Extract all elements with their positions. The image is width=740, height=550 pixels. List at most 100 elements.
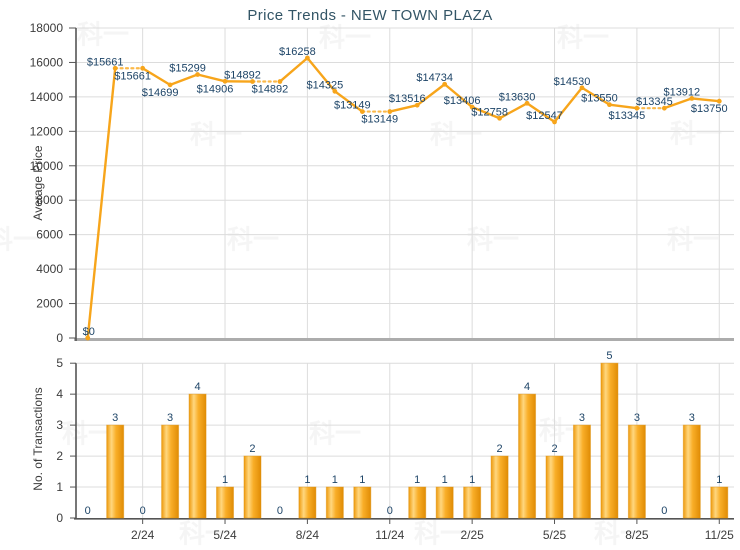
price-points	[85, 55, 722, 341]
bar	[545, 455, 564, 519]
bar	[106, 424, 125, 519]
svg-text:0: 0	[277, 505, 283, 517]
svg-text:1: 1	[332, 474, 338, 486]
svg-text:1: 1	[442, 474, 448, 486]
svg-text:16000: 16000	[30, 55, 64, 69]
svg-text:1: 1	[359, 474, 365, 486]
svg-text:$0: $0	[83, 326, 95, 338]
x-axis-labels: 2/24 5/24 8/24 11/24 2/25 5/25 8/25 11/25	[131, 528, 734, 542]
bar	[408, 486, 427, 519]
svg-text:4: 4	[56, 387, 63, 401]
price-ytick-labels: 0 2000 4000 6000 8000 10000 12000 14000 16000 180…	[30, 21, 64, 345]
svg-text:$15661: $15661	[114, 70, 151, 82]
svg-text:2/24: 2/24	[131, 528, 155, 542]
svg-text:6000: 6000	[36, 228, 63, 242]
svg-text:1: 1	[414, 474, 420, 486]
svg-text:$15299: $15299	[169, 63, 206, 75]
svg-text:$14699: $14699	[142, 87, 179, 99]
bar	[298, 486, 317, 519]
svg-text:$15661: $15661	[87, 56, 124, 68]
svg-text:3: 3	[56, 418, 63, 432]
svg-text:2/25: 2/25	[460, 528, 484, 542]
chart-title: Price Trends - NEW TOWN PLAZA	[247, 7, 493, 24]
svg-text:2: 2	[56, 449, 63, 463]
svg-text:$13630: $13630	[499, 91, 536, 103]
svg-text:0: 0	[661, 505, 667, 517]
svg-text:0: 0	[56, 331, 63, 345]
svg-text:$14325: $14325	[306, 79, 343, 91]
svg-text:5: 5	[606, 350, 612, 362]
bar	[353, 486, 372, 519]
transaction-value-labels: 0 3 0 3 4 1 2 0 1 1 1 0 1 1 1 2 4 2 3 5 3 0 3 1	[85, 350, 723, 517]
svg-text:0: 0	[140, 505, 146, 517]
svg-text:$14734: $14734	[416, 72, 453, 84]
svg-text:14000: 14000	[30, 90, 64, 104]
svg-text:18000: 18000	[30, 21, 64, 35]
svg-text:$13149: $13149	[334, 100, 371, 112]
svg-text:2: 2	[551, 443, 557, 455]
svg-text:$13406: $13406	[444, 95, 481, 107]
svg-text:4: 4	[524, 381, 530, 393]
bar	[216, 486, 235, 519]
svg-text:8/25: 8/25	[625, 528, 649, 542]
svg-text:0: 0	[85, 505, 91, 517]
bar	[435, 486, 454, 519]
svg-text:4: 4	[195, 381, 201, 393]
bar	[325, 486, 344, 519]
svg-text:$13516: $13516	[389, 93, 426, 105]
bar	[518, 393, 537, 519]
svg-text:$13149: $13149	[361, 114, 398, 126]
svg-text:1: 1	[716, 474, 722, 486]
svg-text:1: 1	[222, 474, 228, 486]
svg-text:$14892: $14892	[252, 84, 289, 96]
svg-text:3: 3	[112, 412, 118, 424]
axes	[69, 27, 734, 524]
price-line	[86, 56, 721, 340]
svg-text:2: 2	[497, 443, 503, 455]
bar	[710, 486, 729, 519]
bar	[627, 424, 646, 519]
svg-text:5/25: 5/25	[543, 528, 567, 542]
gridlines	[74, 27, 734, 518]
svg-text:11/25: 11/25	[705, 528, 734, 542]
svg-text:11/24: 11/24	[375, 528, 404, 542]
svg-text:1: 1	[304, 474, 310, 486]
svg-text:$16258: $16258	[279, 46, 316, 58]
bar	[600, 362, 619, 519]
svg-text:$12758: $12758	[471, 106, 508, 118]
bar	[243, 455, 262, 519]
svg-text:$13912: $13912	[663, 86, 700, 98]
svg-text:5/24: 5/24	[213, 528, 237, 542]
svg-text:$14906: $14906	[197, 83, 234, 95]
svg-text:$14892: $14892	[224, 70, 261, 82]
svg-text:$13550: $13550	[581, 93, 618, 105]
svg-text:3: 3	[634, 412, 640, 424]
svg-text:3: 3	[167, 412, 173, 424]
svg-text:$14530: $14530	[554, 76, 591, 88]
bar	[572, 424, 591, 519]
svg-text:3: 3	[689, 412, 695, 424]
transaction-bars	[106, 362, 729, 519]
svg-text:1: 1	[56, 480, 63, 494]
svg-text:0: 0	[387, 505, 393, 517]
svg-text:2000: 2000	[36, 297, 63, 311]
svg-text:12000: 12000	[30, 124, 64, 138]
svg-text:4000: 4000	[36, 262, 63, 276]
transactions-ytick-labels: 0 1 2 3 4 5	[56, 356, 63, 525]
bar	[490, 455, 509, 519]
price-point-labels: $0$15661$15661$14699$15299$14906$14892$1…	[83, 46, 728, 338]
svg-text:1: 1	[469, 474, 475, 486]
svg-text:5: 5	[56, 356, 63, 370]
bar	[463, 486, 482, 519]
svg-text:8/24: 8/24	[296, 528, 320, 542]
svg-text:8000: 8000	[36, 193, 63, 207]
svg-text:$13345: $13345	[636, 96, 673, 108]
svg-text:$13345: $13345	[609, 110, 646, 122]
bar	[682, 424, 701, 519]
svg-text:10000: 10000	[30, 159, 64, 173]
svg-text:$13750: $13750	[691, 103, 728, 115]
svg-text:0: 0	[56, 511, 63, 525]
svg-text:3: 3	[579, 412, 585, 424]
